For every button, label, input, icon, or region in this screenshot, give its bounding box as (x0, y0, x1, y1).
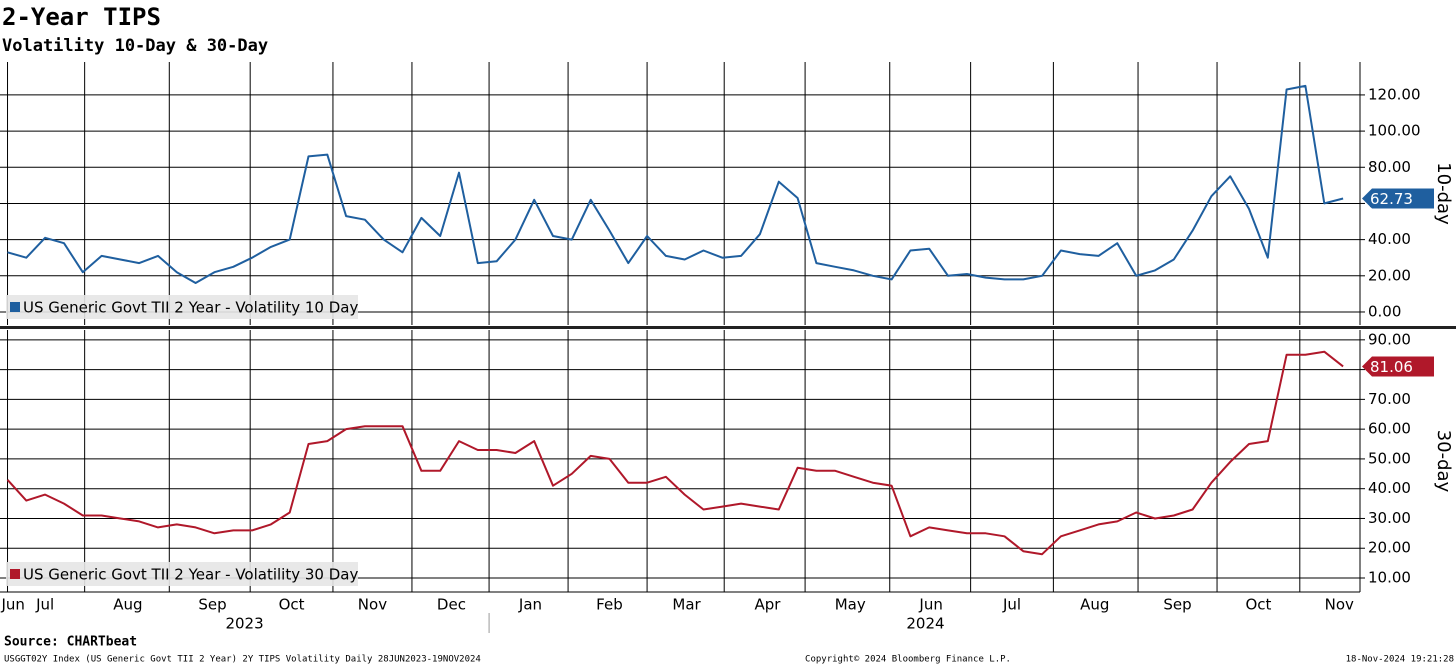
legend: US Generic Govt TII 2 Year - Volatility … (6, 562, 358, 586)
y-axis-label: 30-day (1433, 430, 1454, 493)
legend-box (6, 295, 358, 319)
last-value-label: 81.06 (1370, 358, 1413, 376)
panel-separator (0, 326, 1456, 329)
y-tick-label: 20.00 (1368, 539, 1411, 557)
x-tick-label: Oct (279, 596, 305, 614)
x-tick-label: Jun (0, 596, 24, 614)
timestamp: 18-Nov-2024 19:21:28 (1346, 655, 1454, 665)
y-tick-label: 40.00 (1368, 230, 1411, 248)
x-tick-label: Nov (1325, 596, 1354, 614)
x-tick-label: Oct (1245, 596, 1271, 614)
y-tick-label: 30.00 (1368, 509, 1411, 527)
x-tick-label: Mar (672, 596, 701, 614)
x-tick-label: Jan (518, 596, 542, 614)
chart-subtitle: Volatility 10-Day & 30-Day (2, 36, 268, 56)
x-tick-label: Jul (35, 596, 54, 614)
y-axis-label: 10-day (1433, 162, 1454, 225)
legend-label: US Generic Govt TII 2 Year - Volatility … (23, 566, 358, 584)
legend: US Generic Govt TII 2 Year - Volatility … (6, 295, 358, 319)
series-line (7, 84, 1344, 284)
last-value-tag (1362, 356, 1434, 377)
y-tick-label: 10.00 (1368, 569, 1411, 587)
y-tick-label: 80.00 (1368, 158, 1411, 176)
footer-description: USGGT02Y Index (US Generic Govt TII 2 Ye… (4, 655, 481, 665)
y-tick-label: 70.00 (1368, 390, 1411, 408)
x-tick-label: Feb (596, 596, 623, 614)
x-year-label: 2023 (225, 615, 263, 633)
y-tick-label: 20.00 (1368, 266, 1411, 284)
x-tick-label: Sep (1163, 596, 1191, 614)
x-tick-label: Apr (754, 596, 781, 614)
legend-box (6, 562, 358, 586)
y-tick-label: 60.00 (1368, 420, 1411, 438)
y-tick-label: 90.00 (1368, 330, 1411, 348)
y-tick-label: 40.00 (1368, 479, 1411, 497)
x-tick-label: Nov (358, 596, 387, 614)
x-tick-label: Dec (437, 596, 466, 614)
series-line (6, 350, 1344, 556)
x-tick-label: Aug (1080, 596, 1109, 614)
x-tick-label: May (835, 596, 866, 614)
y-tick-label: 100.00 (1368, 122, 1421, 140)
copyright: Copyright© 2024 Bloomberg Finance L.P. (805, 655, 1011, 665)
last-value-tag (1362, 188, 1434, 209)
x-tick-label: Aug (113, 596, 142, 614)
legend-swatch (10, 569, 20, 579)
legend-label: US Generic Govt TII 2 Year - Volatility … (23, 299, 358, 317)
x-tick-label: Sep (198, 596, 226, 614)
chart-title: 2-Year TIPS (2, 3, 161, 31)
y-tick-label: 0.00 (1368, 302, 1401, 320)
legend-swatch (10, 302, 20, 312)
x-tick-label: Jun (918, 596, 942, 614)
last-value-label: 62.73 (1370, 190, 1413, 208)
source: Source: CHARTbeat (4, 635, 137, 650)
y-tick-label: 50.00 (1368, 449, 1411, 467)
y-tick-label: 120.00 (1368, 85, 1421, 103)
x-year-label: 2024 (906, 615, 944, 633)
x-tick-label: Jul (1002, 596, 1021, 614)
